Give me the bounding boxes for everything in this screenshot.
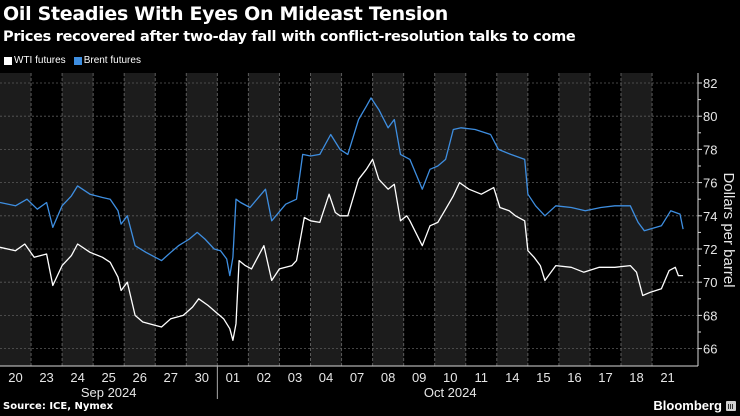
series-lines bbox=[0, 97, 684, 341]
bloomberg-logo: Bloomberg bbox=[653, 398, 722, 413]
y-tick-label: 76 bbox=[703, 176, 717, 191]
y-tick-label: 78 bbox=[703, 142, 717, 157]
legend: WTI futures Brent futures bbox=[4, 55, 141, 66]
axes bbox=[0, 73, 699, 399]
legend-label-wti: WTI futures bbox=[14, 55, 66, 66]
month-label: Sep 2024 bbox=[81, 385, 137, 400]
day-band bbox=[248, 73, 280, 366]
legend-swatch-brent bbox=[73, 56, 82, 65]
x-tick-label: 17 bbox=[598, 370, 612, 385]
y-tick-label: 74 bbox=[703, 209, 717, 224]
y-tick-label: 82 bbox=[703, 76, 717, 91]
brent-series-line bbox=[0, 97, 684, 277]
gridlines bbox=[0, 73, 698, 366]
legend-item-wti: WTI futures bbox=[4, 55, 66, 66]
legend-swatch-wti bbox=[4, 56, 12, 65]
x-tick-label: 15 bbox=[536, 370, 550, 385]
x-tick-label: 25 bbox=[101, 370, 115, 385]
legend-label-brent: Brent futures bbox=[83, 55, 141, 66]
y-tick-label: 70 bbox=[703, 275, 717, 290]
y-tick-labels: 66 68 70 72 74 76 78 80 82 bbox=[698, 76, 717, 357]
x-tick-label: 23 bbox=[39, 370, 53, 385]
x-tick-label: 04 bbox=[319, 370, 333, 385]
x-tick-label: 21 bbox=[660, 370, 674, 385]
day-band bbox=[124, 73, 156, 366]
x-tick-label: 03 bbox=[288, 370, 302, 385]
y-axis-label: Dollars per barrel bbox=[720, 172, 737, 287]
x-tick-label: 18 bbox=[629, 370, 643, 385]
x-tick-label: 16 bbox=[567, 370, 581, 385]
x-tick-label: 11 bbox=[475, 370, 489, 385]
x-tick-label: 27 bbox=[164, 370, 178, 385]
chart-subtitle: Prices recovered after two-day fall with… bbox=[3, 29, 576, 45]
day-band bbox=[310, 73, 342, 366]
y-tick-label: 72 bbox=[703, 242, 717, 257]
x-tick-label: 24 bbox=[70, 370, 84, 385]
x-tick-label: 02 bbox=[257, 370, 271, 385]
source-note: Source: ICE, Nymex bbox=[3, 401, 114, 412]
month-label: Oct 2024 bbox=[424, 385, 477, 400]
day-band bbox=[558, 73, 590, 366]
x-tick-label: 07 bbox=[350, 370, 364, 385]
y-tick-label: 80 bbox=[703, 109, 717, 124]
bloomberg-chart-icon bbox=[726, 401, 736, 411]
y-tick-label: 66 bbox=[703, 342, 717, 357]
y-tick-label: 68 bbox=[703, 308, 717, 323]
day-band bbox=[0, 73, 32, 366]
day-band bbox=[62, 73, 94, 366]
x-tick-label: 01 bbox=[226, 370, 240, 385]
x-tick-label: 30 bbox=[195, 370, 209, 385]
x-tick-label: 10 bbox=[443, 370, 457, 385]
day-bands bbox=[0, 73, 653, 366]
x-tick-labels: 20 23 24 25 26 27 30 01 02 03 04 07 08 09 10 11 14 15 16 17… bbox=[8, 370, 675, 400]
day-band bbox=[186, 73, 218, 366]
x-tick-label: 09 bbox=[412, 370, 426, 385]
day-band bbox=[372, 73, 404, 366]
x-tick-label: 14 bbox=[505, 370, 519, 385]
x-tick-label: 20 bbox=[8, 370, 22, 385]
legend-item-brent: Brent futures bbox=[73, 55, 141, 66]
x-tick-label: 08 bbox=[381, 370, 395, 385]
chart-title: Oil Steadies With Eyes On Mideast Tensio… bbox=[3, 3, 449, 25]
x-tick-label: 26 bbox=[132, 370, 146, 385]
wti-series-line bbox=[0, 158, 684, 341]
